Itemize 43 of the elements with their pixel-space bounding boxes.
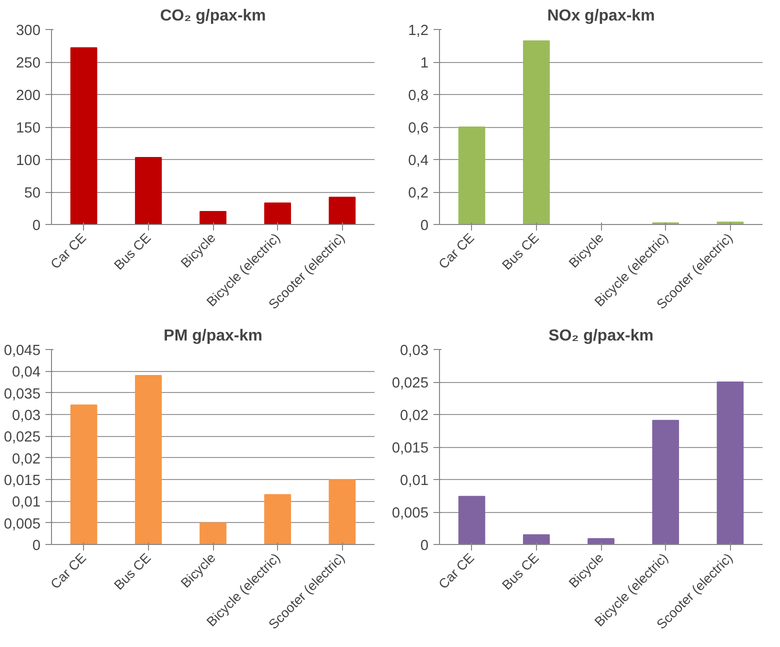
y-tick-label: 0,01 xyxy=(12,494,41,511)
x-tick-label: Car CE xyxy=(48,550,90,592)
x-tick-label: Bus CE xyxy=(499,230,542,273)
x-tick-label: Bus CE xyxy=(111,230,154,273)
y-tick-label: 250 xyxy=(16,56,41,72)
y-tick-label: 0 xyxy=(420,538,429,554)
y-tick-label: 0 xyxy=(420,218,429,234)
chart-title: SO₂ g/pax-km xyxy=(548,328,654,344)
x-tick-label: Bus CE xyxy=(499,550,542,593)
y-tick-label: 1 xyxy=(420,56,429,72)
x-tick-label: Car CE xyxy=(48,230,90,272)
y-tick-label: 50 xyxy=(24,186,41,202)
y-tick-label: 300 xyxy=(16,23,41,39)
chart-title: PM g/pax-km xyxy=(164,328,262,344)
chart-title: CO₂ g/pax-km xyxy=(160,8,266,24)
y-tick-label: 0,02 xyxy=(12,451,41,468)
x-tick-label: Bus CE xyxy=(111,550,154,593)
y-tick-label: 0,025 xyxy=(4,430,41,446)
y-tick-label: 0,02 xyxy=(400,408,429,424)
y-tick-label: 0,005 xyxy=(4,516,41,532)
y-tick-label: 0,015 xyxy=(4,473,41,489)
y-tick-label: 0,2 xyxy=(408,186,428,202)
y-tick-label: 100 xyxy=(16,153,41,169)
y-tick-label: 200 xyxy=(16,88,41,104)
x-tick-label: Car CE xyxy=(436,550,478,592)
y-tick-label: 0 xyxy=(32,218,41,234)
chart-title: NOx g/pax-km xyxy=(547,8,655,24)
y-tick-label: 0,03 xyxy=(400,343,429,359)
y-tick-label: 0,005 xyxy=(392,506,429,522)
y-tick-label: 0,4 xyxy=(408,153,428,169)
y-tick-label: 0,045 xyxy=(4,343,41,359)
y-tick-label: 0,015 xyxy=(392,440,429,456)
y-tick-label: 0,8 xyxy=(408,88,428,104)
y-tick-label: 0,03 xyxy=(12,408,41,424)
y-tick-label: 0,6 xyxy=(408,120,428,136)
x-tick-label: Car CE xyxy=(436,230,478,272)
y-tick-label: 150 xyxy=(16,120,41,136)
y-tick-label: 0,035 xyxy=(4,386,41,402)
y-tick-label: 0 xyxy=(32,538,41,554)
y-tick-label: 0,025 xyxy=(392,376,429,392)
y-tick-label: 0,01 xyxy=(400,473,429,489)
y-tick-label: 1,2 xyxy=(408,23,428,39)
y-tick-label: 0,04 xyxy=(12,364,41,381)
